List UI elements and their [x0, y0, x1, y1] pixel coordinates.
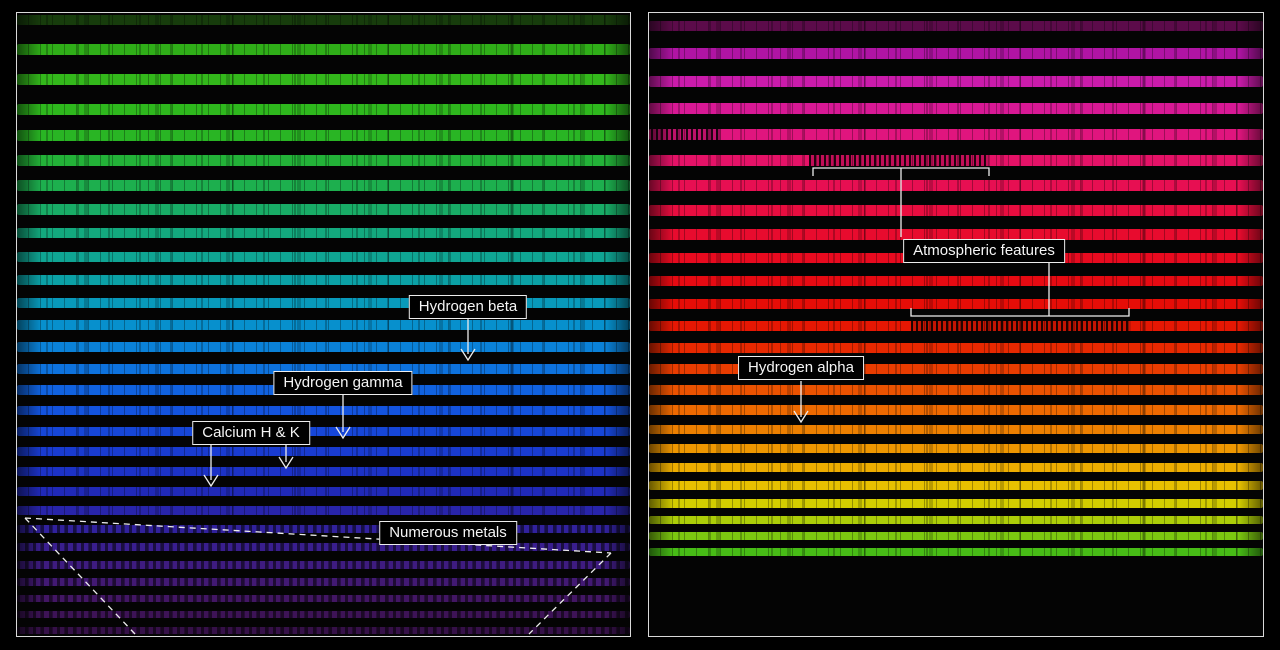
spectral-order-stripe: [649, 463, 1263, 472]
hydrogen-gamma-label: Hydrogen gamma: [273, 371, 413, 395]
spectral-order-stripe: [17, 543, 630, 551]
spectral-order-stripe: [17, 130, 630, 141]
atmospheric-lower-bracket: [910, 308, 1130, 317]
spectral-order-stripe: [649, 129, 1263, 140]
spectral-order-stripe: [17, 595, 630, 602]
spectral-order-stripe: [649, 548, 1263, 556]
spectral-order-stripe: [649, 405, 1263, 415]
spectral-order-stripe: [17, 275, 630, 285]
spectral-order-stripe: [649, 444, 1263, 453]
spectral-order-stripe: [17, 506, 630, 515]
hydrogen-beta-label: Hydrogen beta: [408, 295, 528, 319]
spectral-order-stripe: [649, 499, 1263, 508]
spectral-order-stripe: [17, 342, 630, 352]
spectral-order-stripe: [649, 299, 1263, 309]
spectral-order-stripe: [17, 180, 630, 191]
calcium-h-arrowhead: [203, 474, 219, 488]
atmospheric-upper-bracket: [812, 167, 990, 176]
absorption-band: [911, 321, 1131, 331]
spectral-order-stripe: [649, 21, 1263, 31]
spectral-order-stripe: [649, 180, 1263, 191]
spectral-order-stripe: [649, 276, 1263, 286]
hydrogen-alpha-label: Hydrogen alpha: [738, 356, 864, 380]
spectral-order-stripe: [649, 48, 1263, 59]
absorption-band: [651, 129, 721, 140]
spectral-order-stripe: [17, 364, 630, 374]
spectral-order-stripe: [17, 298, 630, 308]
spectral-order-stripe: [649, 343, 1263, 353]
spectral-order-stripe: [649, 425, 1263, 434]
spectral-order-stripe: [17, 447, 630, 456]
numerous-metals-label: Numerous metals: [379, 521, 517, 545]
spectral-order-stripe: [649, 229, 1263, 240]
spectral-order-stripe: [17, 74, 630, 85]
spectral-order-stripe: [17, 467, 630, 476]
spectral-order-stripe: [649, 364, 1263, 374]
atmospheric-features-label: Atmospheric features: [903, 239, 1065, 263]
spectral-order-stripe: [649, 516, 1263, 524]
spectral-order-stripe: [17, 252, 630, 262]
spectral-order-stripe: [649, 76, 1263, 87]
spectral-order-stripe: [17, 15, 630, 25]
spectral-order-stripe: [17, 487, 630, 496]
spectral-order-stripe: [17, 204, 630, 215]
spectral-order-stripe: [17, 155, 630, 166]
calcium-hk-label: Calcium H & K: [192, 421, 310, 445]
spectral-order-stripe: [17, 320, 630, 330]
spectral-order-stripe: [17, 627, 630, 634]
spectral-order-stripe: [649, 103, 1263, 114]
left-spectrum-panel: Hydrogen beta Hydrogen gamma Calcium H &…: [16, 12, 631, 637]
spectral-order-stripe: [649, 481, 1263, 490]
spectral-order-stripe: [17, 44, 630, 55]
spectral-order-stripe: [17, 561, 630, 569]
spectral-order-stripe: [17, 611, 630, 618]
spectral-order-stripe: [649, 205, 1263, 216]
spectral-order-stripe: [17, 578, 630, 586]
right-spectrum-panel: Atmospheric features Hydrogen alpha: [648, 12, 1264, 637]
spectral-order-stripe: [17, 406, 630, 415]
spectral-order-stripe: [17, 427, 630, 436]
spectral-order-stripe: [17, 228, 630, 238]
spectral-order-stripe: [649, 532, 1263, 540]
spectral-order-stripe: [649, 385, 1263, 395]
spectral-order-stripe: [17, 525, 630, 533]
absorption-band: [809, 155, 989, 166]
spectral-order-stripe: [17, 104, 630, 115]
